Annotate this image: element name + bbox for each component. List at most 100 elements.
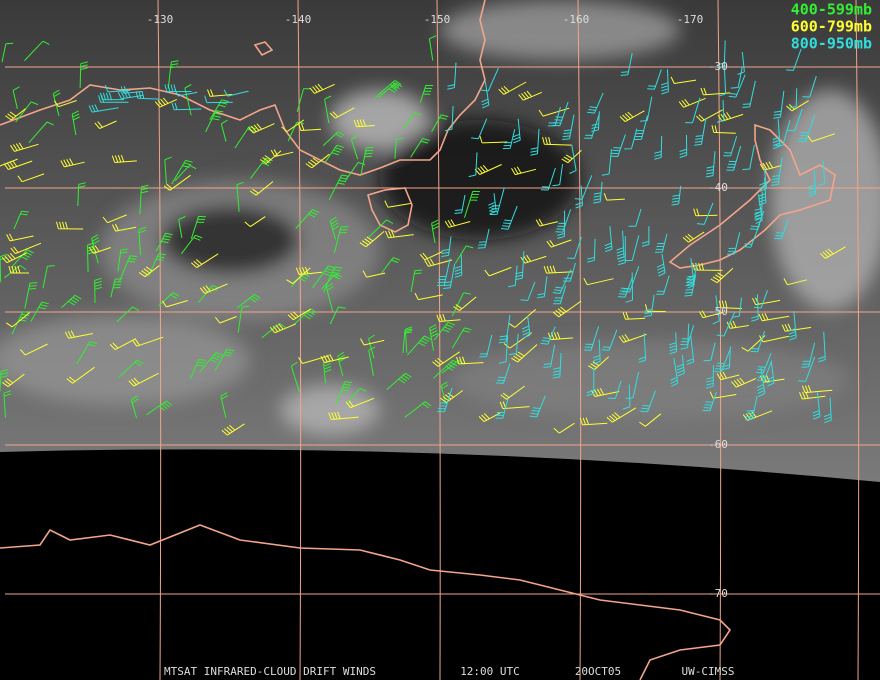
wind-barb: [236, 181, 244, 212]
wind-barb: [716, 371, 740, 381]
wind-barb: [154, 97, 178, 108]
wind-barb: [368, 334, 375, 359]
wind-barb: [53, 100, 77, 108]
wind-barb: [722, 346, 731, 371]
wind-barb: [164, 84, 192, 93]
wind-barb: [139, 184, 149, 215]
legend-entry: 800-950mb: [791, 35, 872, 53]
wind-barb: [171, 159, 193, 185]
wind-barb: [433, 321, 455, 341]
lat-label: -60: [708, 438, 728, 451]
wind-barb: [360, 338, 385, 346]
wind-barb: [684, 274, 697, 297]
wind-barb: [451, 292, 471, 317]
wind-barb: [138, 226, 147, 256]
wind-barb: [19, 343, 48, 356]
wind-barb: [111, 154, 137, 163]
wind-barb: [178, 215, 186, 239]
wind-barb: [608, 380, 622, 399]
wind-barb: [726, 145, 742, 171]
wind-barb: [604, 226, 613, 253]
wind-barb: [61, 294, 82, 308]
wind-barb: [394, 137, 404, 159]
wind-barb: [601, 149, 612, 176]
wind-barb: [386, 372, 412, 390]
wind-barb: [190, 253, 219, 269]
wind-barb: [436, 258, 451, 287]
wind-barb: [587, 92, 604, 114]
wind-barb: [223, 89, 249, 97]
wind-barb: [620, 53, 633, 76]
wind-barb: [484, 266, 512, 277]
wind-barb: [774, 219, 789, 240]
wind-barb: [660, 69, 669, 95]
wind-barb: [634, 115, 648, 140]
wind-barb: [102, 214, 127, 224]
wind-barb: [502, 129, 516, 150]
wind-barb: [562, 114, 575, 140]
legend-entry: 600-799mb: [791, 18, 872, 36]
wind-barb: [716, 100, 725, 123]
wind-barb: [88, 245, 111, 254]
wind-barb: [249, 181, 274, 196]
wind-barb: [711, 125, 736, 134]
lon-label: -150: [424, 13, 451, 26]
wind-barb: [362, 270, 386, 278]
wind-barb: [743, 223, 761, 248]
wind-barb: [543, 344, 556, 368]
wind-barb: [76, 341, 97, 365]
wind-barb: [381, 257, 401, 274]
wind-barb: [563, 262, 576, 282]
wind-barb: [759, 161, 782, 171]
wind-barb: [610, 134, 626, 157]
wind-barb: [431, 219, 440, 244]
wind-barb: [117, 248, 128, 272]
wind-barb: [295, 266, 322, 276]
wind-barb: [693, 208, 718, 217]
wind-barb: [374, 80, 402, 98]
wind-barb: [60, 158, 85, 168]
wind-barb: [359, 231, 385, 248]
lat-label: -30: [708, 60, 728, 73]
wind-barb: [488, 193, 497, 215]
wind-barb: [639, 413, 662, 427]
wind-barb: [419, 251, 443, 261]
wind-barb: [259, 150, 282, 164]
wind-barb: [440, 381, 449, 404]
wind-barb: [654, 233, 668, 253]
wind-barb: [333, 226, 349, 254]
wind-barb: [799, 391, 826, 400]
footer-text: 20OCT05: [575, 665, 621, 678]
wind-barb: [775, 120, 791, 146]
wind-barb: [656, 253, 666, 277]
wind-barb: [619, 110, 645, 123]
wind-barb: [728, 74, 746, 98]
wind-barb: [444, 105, 454, 132]
wind-barb: [454, 194, 466, 214]
wind-barb: [86, 242, 95, 273]
wind-barb: [538, 107, 570, 117]
wind-barb: [567, 236, 582, 259]
wind-barb: [286, 267, 311, 285]
wind-barb: [479, 334, 493, 358]
wind-barb: [324, 95, 332, 124]
wind-barb: [552, 101, 569, 127]
wind-barb: [591, 111, 600, 132]
wind-barb: [509, 333, 519, 356]
wind-barb: [209, 99, 229, 121]
wind-barb: [248, 123, 275, 134]
wind-barb: [583, 326, 600, 351]
wind-barb: [588, 356, 610, 371]
wind-barb: [696, 109, 723, 122]
wind-barb: [323, 266, 342, 293]
wind-barb: [680, 325, 695, 346]
wind-barb: [732, 297, 742, 318]
wind-barb: [71, 110, 80, 136]
wind-barb: [716, 311, 736, 337]
wind-barb: [555, 209, 572, 233]
wind-barb: [5, 108, 26, 121]
wind-barb: [269, 323, 296, 334]
wind-barb: [464, 190, 481, 218]
wind-barb: [329, 107, 355, 119]
wind-barb: [569, 144, 577, 174]
